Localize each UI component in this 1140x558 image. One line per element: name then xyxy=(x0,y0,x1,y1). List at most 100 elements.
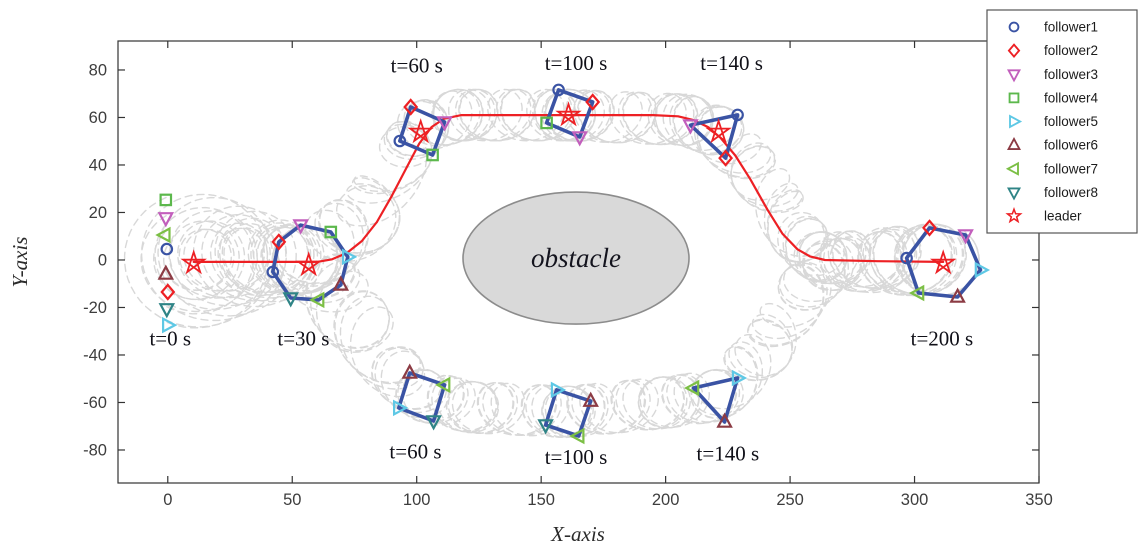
time-label-7: t=140 s xyxy=(697,442,760,466)
marker-follower8 xyxy=(537,419,554,435)
triangle-down-glyph xyxy=(292,219,309,235)
y-tick-label: 20 xyxy=(89,204,107,222)
triangle-right-glyph xyxy=(550,381,567,399)
marker-follower7 xyxy=(569,427,585,445)
triangle-up-glyph xyxy=(949,287,966,303)
star-glyph xyxy=(705,118,732,144)
leader-trajectory-layer xyxy=(192,114,945,263)
robot-markers-layer xyxy=(155,83,991,445)
marker-follower3 xyxy=(957,229,974,245)
marker-follower1 xyxy=(900,251,913,265)
legend-label: follower4 xyxy=(1044,90,1099,105)
legend-label: follower1 xyxy=(1044,20,1098,35)
x-tick-label: 150 xyxy=(527,491,555,509)
diamond-glyph xyxy=(718,149,734,167)
marker-follower7 xyxy=(155,226,171,244)
time-label-3: t=100 s xyxy=(545,51,608,75)
x-tick-label: 200 xyxy=(652,491,680,509)
triangle-right-glyph xyxy=(162,316,178,334)
marker-follower6 xyxy=(401,363,418,379)
triangle-right-glyph xyxy=(974,261,991,279)
plot-border xyxy=(117,40,1040,484)
formation-polygon-1 xyxy=(271,223,350,302)
marker-follower6 xyxy=(716,412,733,428)
marker-follower2 xyxy=(403,98,419,116)
marker-follower6 xyxy=(582,391,599,407)
star-glyph xyxy=(929,249,957,275)
marker-follower3 xyxy=(682,119,699,135)
formation-polygon-4 xyxy=(688,113,740,160)
marker-follower4 xyxy=(426,148,439,162)
marker-follower5 xyxy=(392,399,409,417)
axes-layer: 0 50 100 150 200 250 300 350 -80 -60 -40 -20 0 20 40 60… xyxy=(83,40,1053,509)
legend-item-follower3: follower3 xyxy=(1006,67,1098,83)
triangle-left-glyph xyxy=(683,379,700,397)
triangle-up-glyph xyxy=(1006,137,1022,151)
marker-follower7 xyxy=(683,379,700,397)
formation-polygons-layer xyxy=(271,88,983,438)
marker-follower8 xyxy=(425,415,442,431)
triangle-down-glyph xyxy=(682,119,699,135)
legend-label: follower3 xyxy=(1044,67,1098,82)
y-tick-label: -40 xyxy=(83,346,107,364)
time-label-5: t=60 s xyxy=(389,439,441,463)
leader-star-marker xyxy=(295,251,322,277)
star-glyph xyxy=(1005,206,1023,224)
square-glyph xyxy=(1008,92,1020,104)
triangle-right-glyph xyxy=(1009,114,1023,129)
marker-follower5 xyxy=(550,381,567,399)
circle-glyph xyxy=(393,134,407,148)
x-tick-label: 100 xyxy=(403,491,431,509)
triangle-left-glyph xyxy=(569,427,585,445)
y-tick-label: 60 xyxy=(89,109,107,127)
marker-follower7 xyxy=(908,284,925,302)
formation-polygon-5 xyxy=(397,371,447,423)
leader-trajectory xyxy=(192,114,945,263)
obstacle-label: obstacle xyxy=(531,243,621,273)
square-glyph xyxy=(426,148,439,162)
x-tick-label: 0 xyxy=(163,491,172,509)
marker-follower2 xyxy=(922,219,937,237)
marker-follower3 xyxy=(292,219,309,235)
marker-follower6 xyxy=(157,264,175,280)
x-tick-label: 350 xyxy=(1025,491,1053,509)
triangle-down-glyph xyxy=(1006,69,1022,83)
triangle-left-glyph xyxy=(908,284,925,302)
circle-glyph xyxy=(552,83,565,97)
diamond-glyph xyxy=(160,283,176,301)
time-labels-layer: t=0 s t=30 s t=60 s t=100 s t=140 s t=60 s t=1… xyxy=(149,51,973,469)
triangle-up-glyph xyxy=(401,363,418,379)
obstacle-layer: obstacle xyxy=(462,191,690,325)
marker-follower2 xyxy=(271,233,287,251)
triangle-down-glyph xyxy=(436,116,453,132)
star-glyph xyxy=(407,118,434,144)
legend-item-follower2: follower2 xyxy=(1007,43,1098,58)
marker-follower5 xyxy=(341,248,358,266)
legend-item-follower1: follower1 xyxy=(1008,20,1098,35)
obstacle-ellipse xyxy=(462,191,690,325)
marker-follower5 xyxy=(731,369,748,387)
legend-label: leader xyxy=(1044,209,1082,224)
formation-polygon-6 xyxy=(543,388,593,438)
triangle-up-glyph xyxy=(332,275,350,291)
triangle-right-glyph xyxy=(341,248,358,266)
leader-star-marker xyxy=(407,118,434,144)
x-tick-label: 300 xyxy=(901,491,929,509)
square-glyph xyxy=(159,193,173,207)
time-label-8: t=200 s xyxy=(911,326,974,350)
circle-glyph xyxy=(731,108,744,122)
time-label-4: t=140 s xyxy=(700,51,763,75)
marker-follower8 xyxy=(158,303,176,319)
marker-follower4 xyxy=(1008,92,1020,104)
y-tick-label: -20 xyxy=(83,299,107,317)
triangle-left-glyph xyxy=(435,376,451,394)
marker-follower5 xyxy=(162,316,178,334)
star-glyph xyxy=(180,249,207,275)
triangle-down-glyph xyxy=(957,229,974,245)
star-glyph xyxy=(555,101,582,127)
marker-follower1 xyxy=(731,108,744,122)
marker-follower2 xyxy=(585,93,601,111)
marker-follower4 xyxy=(159,193,173,207)
